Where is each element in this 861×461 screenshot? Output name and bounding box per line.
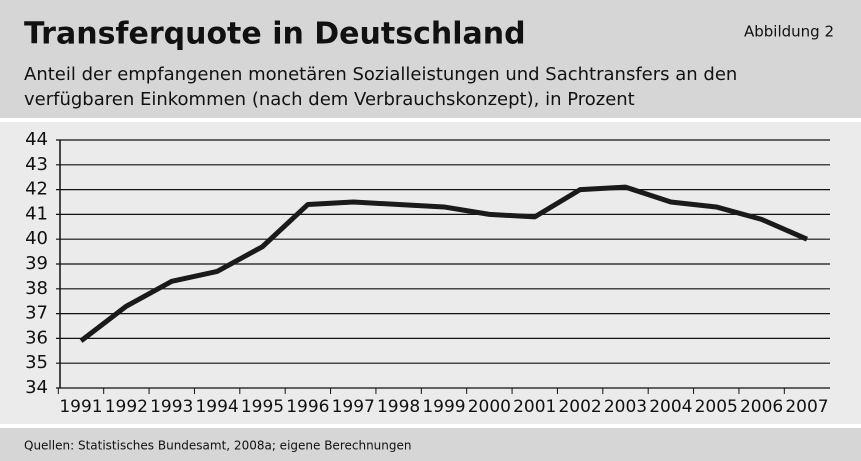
x-tick-label: 2002 <box>558 397 601 417</box>
figure-label: Abbildung 2 <box>744 23 834 41</box>
y-tick-label: 36 <box>25 327 48 348</box>
x-tick-label: 2000 <box>468 397 511 417</box>
y-tick-label: 41 <box>25 203 48 224</box>
y-tick-label: 34 <box>25 377 48 398</box>
x-tick-label: 1996 <box>286 397 329 417</box>
y-tick-label: 39 <box>25 253 48 274</box>
x-tick-label: 2005 <box>695 397 738 417</box>
subtitle: Anteil der empfangenen monetären Soziall… <box>24 64 737 85</box>
x-tick-label: 2001 <box>513 397 556 417</box>
x-tick-label: 1991 <box>59 397 102 417</box>
y-tick-label: 35 <box>25 352 48 373</box>
y-tick-label: 37 <box>25 303 48 324</box>
subtitle: verfügbaren Einkommen (nach dem Verbrauc… <box>24 89 635 110</box>
y-tick-label: 40 <box>25 228 48 249</box>
x-tick-label: 2004 <box>649 397 692 417</box>
source: Quellen: Statistisches Bundesamt, 2008a;… <box>24 439 412 453</box>
x-tick-label: 2003 <box>604 397 647 417</box>
x-tick-label: 1998 <box>377 397 420 417</box>
footer-band <box>0 428 861 461</box>
y-tick-label: 43 <box>25 154 48 175</box>
data-line <box>79 184 809 343</box>
x-tick-label: 1994 <box>195 397 238 417</box>
x-tick-label: 1992 <box>105 397 148 417</box>
plot-band <box>0 122 861 424</box>
chart-title: Transferquote in Deutschland <box>24 17 526 52</box>
x-tick-label: 2006 <box>740 397 783 417</box>
x-tick-label: 1997 <box>332 397 375 417</box>
y-tick-label: 38 <box>25 278 48 299</box>
x-tick-label: 1995 <box>241 397 284 417</box>
header-band <box>0 0 861 118</box>
x-tick-label: 2007 <box>785 397 828 417</box>
x-tick-label: 1993 <box>150 397 193 417</box>
x-tick-label: 1999 <box>422 397 465 417</box>
y-tick-label: 44 <box>25 129 48 150</box>
y-tick-label: 42 <box>25 179 48 200</box>
